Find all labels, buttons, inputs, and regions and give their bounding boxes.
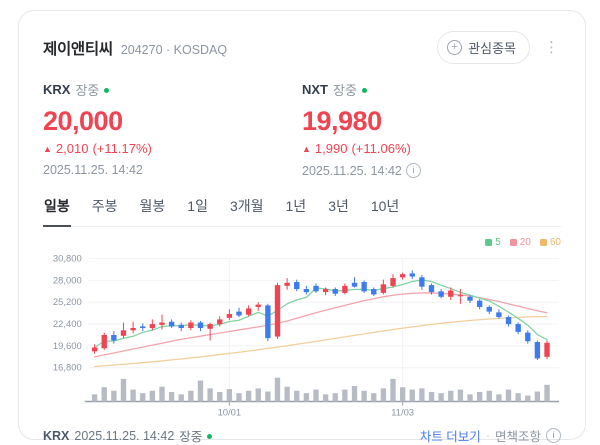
- legend-swatch-icon: [539, 238, 547, 246]
- tab-일봉[interactable]: 일봉: [43, 196, 71, 227]
- up-arrow-icon: ▲: [302, 143, 311, 154]
- footer-separator: ·: [485, 428, 490, 443]
- stock-code-market: 204270 · KOSDAQ: [120, 42, 228, 57]
- krx-live-status-dot: [104, 87, 110, 93]
- nxt-quote: NXT 장중 19,980 ▲ 1,990 (+11.06%) 2025.11.…: [302, 80, 561, 178]
- legend-label: 60: [549, 236, 561, 248]
- candlestick-chart[interactable]: 30,800 28,000 25,200 22,400 19,600 16,800 10/0…: [43, 250, 563, 422]
- tab-주봉[interactable]: 주봉: [91, 196, 119, 227]
- disclaimer-info-icon[interactable]: i: [546, 428, 561, 443]
- svg-text:30,800: 30,800: [53, 253, 82, 264]
- legend-item-ma5: 5: [485, 236, 501, 248]
- stock-card: 제이앤티씨 204270 · KOSDAQ + 관심종목 ⋮ KRX 장중 20…: [18, 10, 586, 444]
- svg-text:22,400: 22,400: [53, 318, 82, 329]
- ma-legend: 5 20 60: [43, 236, 561, 248]
- tab-10년[interactable]: 10년: [370, 196, 400, 227]
- watchlist-button-label: 관심종목: [468, 41, 516, 56]
- svg-text:10/01: 10/01: [218, 406, 242, 417]
- card-header: 제이앤티씨 204270 · KOSDAQ + 관심종목 ⋮: [43, 31, 561, 64]
- footer-session-label: 장중: [179, 430, 203, 444]
- up-arrow-icon: ▲: [43, 143, 52, 154]
- add-watchlist-button[interactable]: + 관심종목: [437, 31, 530, 64]
- legend-label: 5: [495, 236, 501, 248]
- tab-1일[interactable]: 1일: [186, 196, 209, 227]
- legend-swatch-icon: [485, 238, 493, 246]
- krx-change: ▲ 2,010 (+11.17%): [43, 141, 302, 156]
- legend-swatch-icon: [509, 238, 517, 246]
- tab-3개월[interactable]: 3개월: [229, 196, 265, 227]
- footer-timestamp: 2025.11.25. 14:42: [74, 428, 175, 443]
- nxt-change-percent: (+11.06%): [351, 141, 411, 156]
- nxt-session-label: 장중: [333, 83, 357, 98]
- krx-session-label: 장중: [75, 83, 100, 98]
- footer-exchange-label: KRX: [43, 428, 70, 443]
- chart-more-link[interactable]: 차트 더보기: [419, 430, 481, 444]
- tab-1년[interactable]: 1년: [285, 196, 308, 227]
- tab-월봉[interactable]: 월봉: [139, 196, 167, 227]
- chart-footer: KRX 2025.11.25. 14:42 장중 차트 더보기 · 면책조항 i: [43, 426, 561, 445]
- svg-text:16,800: 16,800: [53, 362, 82, 373]
- quotes-section: KRX 장중 20,000 ▲ 2,010 (+11.17%) 2025.11.…: [43, 80, 561, 178]
- svg-text:25,200: 25,200: [53, 296, 82, 307]
- nxt-exchange-label: NXT: [302, 82, 328, 97]
- krx-price: 20,000: [43, 106, 123, 136]
- legend-item-ma20: 20: [509, 236, 531, 248]
- legend-item-ma60: 60: [539, 236, 561, 248]
- nxt-timestamp: 2025.11.25. 14:42: [302, 163, 402, 178]
- nxt-change: ▲ 1,990 (+11.06%): [302, 141, 561, 156]
- nxt-price: 19,980: [302, 106, 382, 136]
- footer-live-status-dot: [207, 433, 213, 439]
- disclaimer-link[interactable]: 면책조항: [494, 430, 541, 444]
- period-tabs: 일봉 주봉 월봉 1일 3개월 1년 3년 10년: [43, 196, 561, 227]
- stock-name: 제이앤티씨: [43, 40, 113, 58]
- nxt-live-status-dot: [361, 87, 367, 93]
- more-vertical-icon[interactable]: ⋮: [544, 39, 559, 56]
- svg-text:19,600: 19,600: [53, 340, 82, 351]
- krx-change-amount: 2,010: [55, 141, 89, 156]
- krx-exchange-label: KRX: [43, 82, 71, 97]
- krx-change-percent: (+11.17%): [92, 141, 152, 156]
- tab-3년[interactable]: 3년: [327, 196, 350, 227]
- plus-icon: +: [447, 40, 463, 55]
- krx-quote: KRX 장중 20,000 ▲ 2,010 (+11.17%) 2025.11.…: [43, 80, 302, 178]
- legend-label: 20: [519, 236, 531, 248]
- krx-timestamp: 2025.11.25. 14:42: [43, 163, 143, 177]
- nxt-change-amount: 1,990: [314, 141, 348, 156]
- info-icon[interactable]: i: [405, 163, 421, 178]
- svg-text:11/03: 11/03: [391, 406, 414, 417]
- svg-text:28,000: 28,000: [53, 274, 82, 285]
